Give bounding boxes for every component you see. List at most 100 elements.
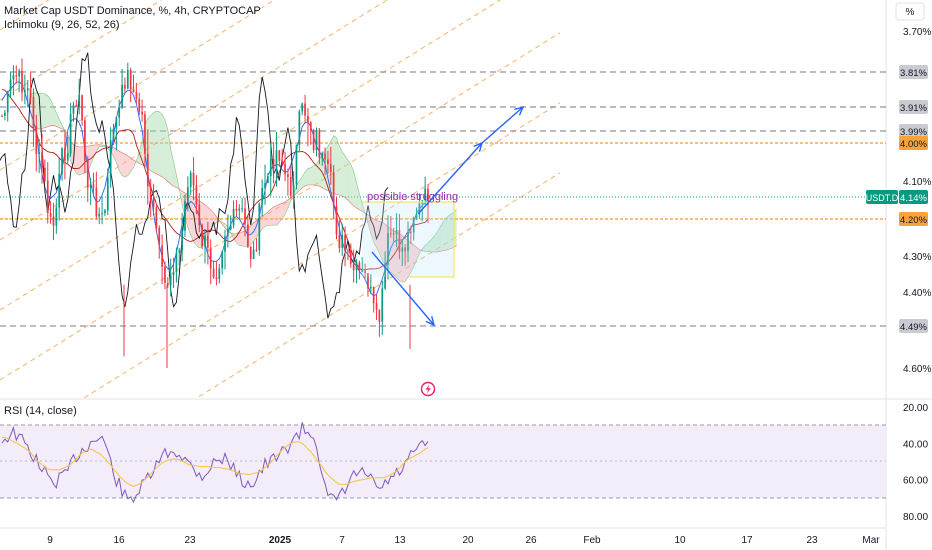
unit-button[interactable]: % xyxy=(895,2,925,21)
candle-body[interactable] xyxy=(349,251,352,264)
candle-body[interactable] xyxy=(86,160,89,188)
candle-body[interactable] xyxy=(335,205,338,235)
candle-body[interactable] xyxy=(89,184,92,188)
candle-body[interactable] xyxy=(24,90,26,93)
candle-body[interactable] xyxy=(112,128,115,141)
candle-body[interactable] xyxy=(21,70,23,93)
candle-body[interactable] xyxy=(344,235,346,251)
candle-body[interactable] xyxy=(372,287,375,304)
candle-body[interactable] xyxy=(418,203,421,215)
candle-body[interactable] xyxy=(95,187,98,217)
candle-body[interactable] xyxy=(381,288,384,322)
candle-body[interactable] xyxy=(58,173,61,208)
candle-body[interactable] xyxy=(324,153,326,160)
candle-body[interactable] xyxy=(49,213,52,217)
candle-body[interactable] xyxy=(329,163,332,172)
candle-body[interactable] xyxy=(241,208,244,210)
candle-body[interactable] xyxy=(186,187,189,202)
channel-line[interactable] xyxy=(0,172,561,520)
candle-body[interactable] xyxy=(195,185,198,205)
candle-body[interactable] xyxy=(409,232,412,234)
candle-body[interactable] xyxy=(278,150,281,161)
candle-body[interactable] xyxy=(267,176,269,184)
candle-body[interactable] xyxy=(184,201,186,231)
candle-body[interactable] xyxy=(255,249,258,251)
candle-body[interactable] xyxy=(1,115,3,117)
candle-body[interactable] xyxy=(424,188,426,201)
candle-body[interactable] xyxy=(206,235,209,248)
candle-body[interactable] xyxy=(109,140,112,178)
candle-body[interactable] xyxy=(355,262,358,271)
projection-arrow[interactable] xyxy=(417,142,483,215)
candle-body[interactable] xyxy=(158,227,161,246)
candle-body[interactable] xyxy=(212,268,215,278)
candle-body[interactable] xyxy=(375,303,378,310)
candle-body[interactable] xyxy=(192,172,195,186)
candle-body[interactable] xyxy=(244,208,246,225)
candle-body[interactable] xyxy=(69,113,72,154)
candle-body[interactable] xyxy=(301,103,304,112)
candle-body[interactable] xyxy=(224,236,226,252)
candle-body[interactable] xyxy=(12,75,15,80)
candle-body[interactable] xyxy=(44,167,46,181)
candle-body[interactable] xyxy=(161,245,163,267)
candle-body[interactable] xyxy=(152,199,155,208)
candle-body[interactable] xyxy=(175,252,178,273)
candle-body[interactable] xyxy=(209,247,212,269)
candle-body[interactable] xyxy=(75,105,78,107)
projection-arrows[interactable] xyxy=(371,105,525,327)
highlight-rect[interactable] xyxy=(362,202,454,277)
candle-body[interactable] xyxy=(298,111,301,145)
projection-arrow[interactable] xyxy=(371,251,435,326)
candle-body[interactable] xyxy=(106,177,109,211)
candle-body[interactable] xyxy=(315,129,318,151)
highlight-rect-border[interactable] xyxy=(362,201,455,278)
candle-body[interactable] xyxy=(164,266,166,283)
candle-body[interactable] xyxy=(124,84,126,89)
candle-body[interactable] xyxy=(15,75,18,77)
candle-body[interactable] xyxy=(35,126,38,155)
time-axis[interactable]: 9 16 23 2025 7 13 20 26 Feb 10 17 23 Mar xyxy=(47,535,880,546)
candle-body[interactable] xyxy=(218,268,221,280)
candle-body[interactable] xyxy=(132,89,135,93)
candle-body[interactable] xyxy=(26,88,29,91)
candle-body[interactable] xyxy=(321,153,324,158)
candle-body[interactable] xyxy=(269,158,272,177)
candle-body[interactable] xyxy=(264,183,266,189)
candle-body[interactable] xyxy=(249,246,252,259)
candle-body[interactable] xyxy=(401,247,404,252)
candle-body[interactable] xyxy=(281,160,284,164)
candle-body[interactable] xyxy=(178,250,181,253)
candle-body[interactable] xyxy=(427,188,429,206)
candle-body[interactable] xyxy=(118,107,121,118)
candle-body[interactable] xyxy=(341,235,344,248)
candle-body[interactable] xyxy=(367,273,369,289)
candle-body[interactable] xyxy=(415,214,418,219)
candle-body[interactable] xyxy=(338,234,341,248)
price-axis[interactable]: 3.70% 4.10% 4.30% 4.40% 4.60% xyxy=(903,27,931,375)
candle-body[interactable] xyxy=(292,184,295,196)
candle-body[interactable] xyxy=(258,203,261,251)
candle-body[interactable] xyxy=(204,235,206,247)
channel-line[interactable] xyxy=(0,0,560,101)
candle-body[interactable] xyxy=(358,262,361,272)
candle-body[interactable] xyxy=(38,152,41,155)
candle-body[interactable] xyxy=(318,129,321,158)
candle-body[interactable] xyxy=(9,79,12,92)
flash-icon[interactable] xyxy=(420,381,436,397)
candle-body[interactable] xyxy=(81,95,83,121)
candle-body[interactable] xyxy=(172,272,175,276)
candle-body[interactable] xyxy=(149,186,152,200)
candle-body[interactable] xyxy=(398,230,401,252)
candle-body[interactable] xyxy=(55,207,58,226)
candle-body[interactable] xyxy=(312,130,315,151)
candle-body[interactable] xyxy=(272,158,275,169)
candle-body[interactable] xyxy=(221,251,224,269)
candle-body[interactable] xyxy=(84,120,86,161)
candle-body[interactable] xyxy=(332,171,335,206)
candle-body[interactable] xyxy=(61,148,63,174)
candle-body[interactable] xyxy=(104,210,106,214)
candle-body[interactable] xyxy=(347,250,349,252)
candle-body[interactable] xyxy=(309,122,312,131)
candle-body[interactable] xyxy=(352,263,355,271)
